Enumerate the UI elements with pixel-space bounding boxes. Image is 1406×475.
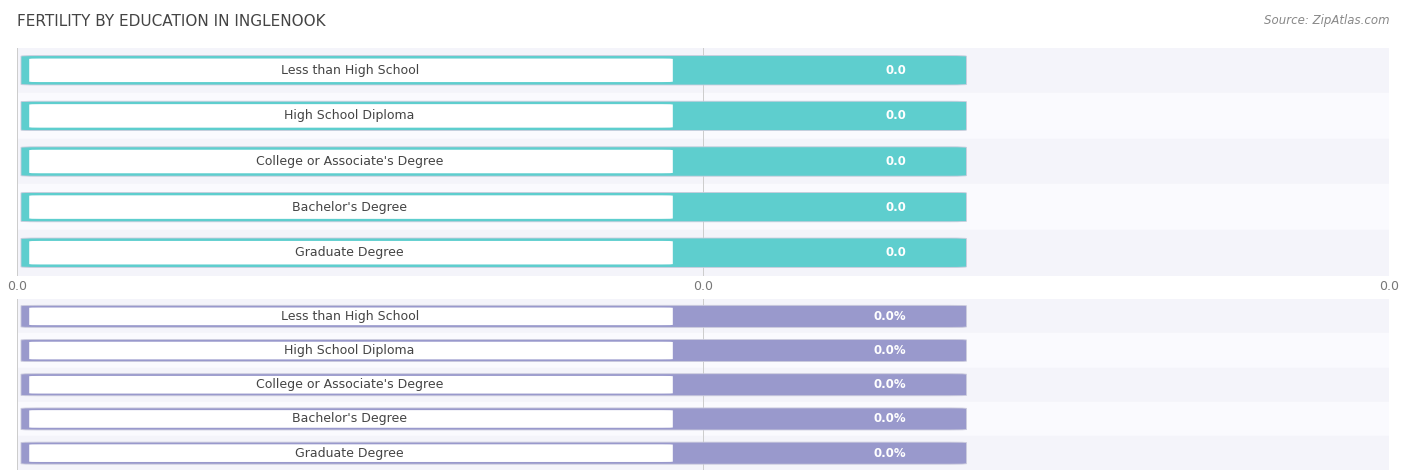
Text: 0.0%: 0.0% — [873, 446, 905, 460]
FancyBboxPatch shape — [21, 374, 966, 396]
FancyBboxPatch shape — [30, 376, 673, 394]
Text: 0.0: 0.0 — [886, 155, 905, 168]
Text: 0.0%: 0.0% — [873, 378, 905, 391]
FancyBboxPatch shape — [21, 305, 966, 327]
Bar — [17, 230, 1389, 276]
Text: High School Diploma: High School Diploma — [284, 109, 415, 123]
FancyBboxPatch shape — [21, 192, 966, 222]
Text: Less than High School: Less than High School — [281, 310, 419, 323]
Text: 0.0%: 0.0% — [873, 412, 905, 426]
Bar — [17, 436, 1389, 470]
Text: 0.0: 0.0 — [886, 246, 905, 259]
Text: Graduate Degree: Graduate Degree — [295, 446, 404, 460]
FancyBboxPatch shape — [30, 58, 673, 82]
FancyBboxPatch shape — [21, 442, 966, 464]
FancyBboxPatch shape — [21, 147, 966, 176]
Text: 0.0%: 0.0% — [873, 310, 905, 323]
Bar — [17, 299, 1389, 333]
Bar — [17, 48, 1389, 93]
FancyBboxPatch shape — [30, 444, 673, 462]
Bar — [17, 184, 1389, 230]
FancyBboxPatch shape — [30, 342, 673, 360]
FancyBboxPatch shape — [30, 241, 673, 265]
FancyBboxPatch shape — [30, 150, 673, 173]
FancyBboxPatch shape — [21, 101, 966, 131]
Text: FERTILITY BY EDUCATION IN INGLENOOK: FERTILITY BY EDUCATION IN INGLENOOK — [17, 14, 326, 29]
Text: High School Diploma: High School Diploma — [284, 344, 415, 357]
FancyBboxPatch shape — [30, 307, 673, 325]
FancyBboxPatch shape — [30, 410, 673, 428]
Text: Bachelor's Degree: Bachelor's Degree — [292, 412, 408, 426]
Text: College or Associate's Degree: College or Associate's Degree — [256, 155, 443, 168]
Text: College or Associate's Degree: College or Associate's Degree — [256, 378, 443, 391]
Bar — [17, 139, 1389, 184]
Bar — [17, 402, 1389, 436]
FancyBboxPatch shape — [21, 340, 966, 361]
FancyBboxPatch shape — [30, 195, 673, 219]
Text: Bachelor's Degree: Bachelor's Degree — [292, 200, 408, 214]
Bar — [17, 93, 1389, 139]
Text: 0.0: 0.0 — [886, 200, 905, 214]
Text: Source: ZipAtlas.com: Source: ZipAtlas.com — [1264, 14, 1389, 27]
Text: Graduate Degree: Graduate Degree — [295, 246, 404, 259]
FancyBboxPatch shape — [21, 408, 966, 430]
Bar — [17, 368, 1389, 402]
Text: 0.0: 0.0 — [886, 109, 905, 123]
FancyBboxPatch shape — [30, 104, 673, 128]
Text: 0.0: 0.0 — [886, 64, 905, 77]
FancyBboxPatch shape — [21, 56, 966, 85]
Bar — [17, 333, 1389, 368]
FancyBboxPatch shape — [21, 238, 966, 267]
Text: Less than High School: Less than High School — [281, 64, 419, 77]
Text: 0.0%: 0.0% — [873, 344, 905, 357]
